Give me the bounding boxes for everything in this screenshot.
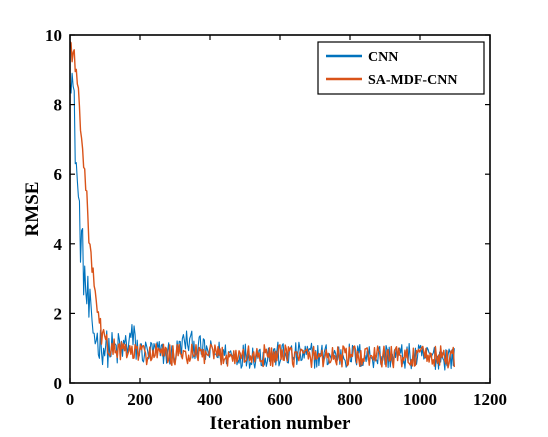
x-tick-label: 800	[337, 390, 363, 409]
y-tick-label: 10	[45, 26, 62, 45]
legend-label-sa-mdf-cnn: SA-MDF-CNN	[368, 73, 457, 88]
x-axis-title: Iteration number	[210, 413, 351, 434]
x-axis-ticks: 0 200 400 600 800 1000 1200	[66, 35, 507, 409]
y-tick-label: 2	[54, 304, 63, 323]
x-tick-label: 200	[127, 390, 153, 409]
legend-label-cnn: CNN	[368, 50, 398, 65]
y-tick-label: 8	[54, 96, 63, 115]
legend-box	[317, 41, 485, 95]
y-axis-title: RMSE	[22, 182, 43, 237]
y-tick-label: 4	[54, 235, 63, 254]
y-tick-label: 6	[54, 165, 63, 184]
x-tick-label: 1000	[403, 390, 437, 409]
x-tick-label: 1200	[473, 390, 507, 409]
y-axis-ticks: 0 2 4 6 8 10	[45, 26, 490, 393]
x-tick-label: 400	[197, 390, 223, 409]
series-layer	[69, 41, 455, 371]
y-tick-label: 0	[54, 374, 63, 393]
legend: CNN SA-MDF-CNN	[317, 41, 485, 95]
series-line-cnn	[69, 72, 455, 371]
x-tick-label: 0	[66, 390, 75, 409]
series-line-sa-mdf-cnn	[69, 41, 455, 369]
x-tick-label: 600	[267, 390, 293, 409]
